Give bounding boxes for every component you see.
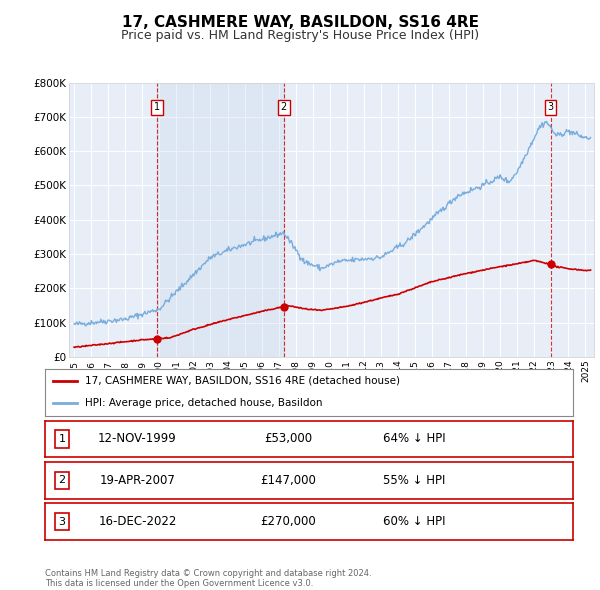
Text: 1: 1 <box>154 102 160 112</box>
Text: 3: 3 <box>548 102 554 112</box>
Text: 17, CASHMERE WAY, BASILDON, SS16 4RE: 17, CASHMERE WAY, BASILDON, SS16 4RE <box>121 15 479 30</box>
Text: 2: 2 <box>281 102 287 112</box>
Text: £270,000: £270,000 <box>260 515 316 528</box>
Text: 3: 3 <box>58 517 65 526</box>
Text: 55% ↓ HPI: 55% ↓ HPI <box>383 474 446 487</box>
Text: 64% ↓ HPI: 64% ↓ HPI <box>383 432 446 445</box>
Text: 60% ↓ HPI: 60% ↓ HPI <box>383 515 446 528</box>
Text: £147,000: £147,000 <box>260 474 316 487</box>
Text: Contains HM Land Registry data © Crown copyright and database right 2024.
This d: Contains HM Land Registry data © Crown c… <box>45 569 371 588</box>
Text: 2: 2 <box>58 476 65 485</box>
Text: £53,000: £53,000 <box>264 432 312 445</box>
Text: 17, CASHMERE WAY, BASILDON, SS16 4RE (detached house): 17, CASHMERE WAY, BASILDON, SS16 4RE (de… <box>85 376 400 385</box>
Text: 1: 1 <box>58 434 65 444</box>
Text: 16-DEC-2022: 16-DEC-2022 <box>98 515 176 528</box>
Text: HPI: Average price, detached house, Basildon: HPI: Average price, detached house, Basi… <box>85 398 322 408</box>
Bar <box>157 83 284 357</box>
Text: 19-APR-2007: 19-APR-2007 <box>100 474 175 487</box>
Text: Price paid vs. HM Land Registry's House Price Index (HPI): Price paid vs. HM Land Registry's House … <box>121 29 479 42</box>
Text: 12-NOV-1999: 12-NOV-1999 <box>98 432 177 445</box>
